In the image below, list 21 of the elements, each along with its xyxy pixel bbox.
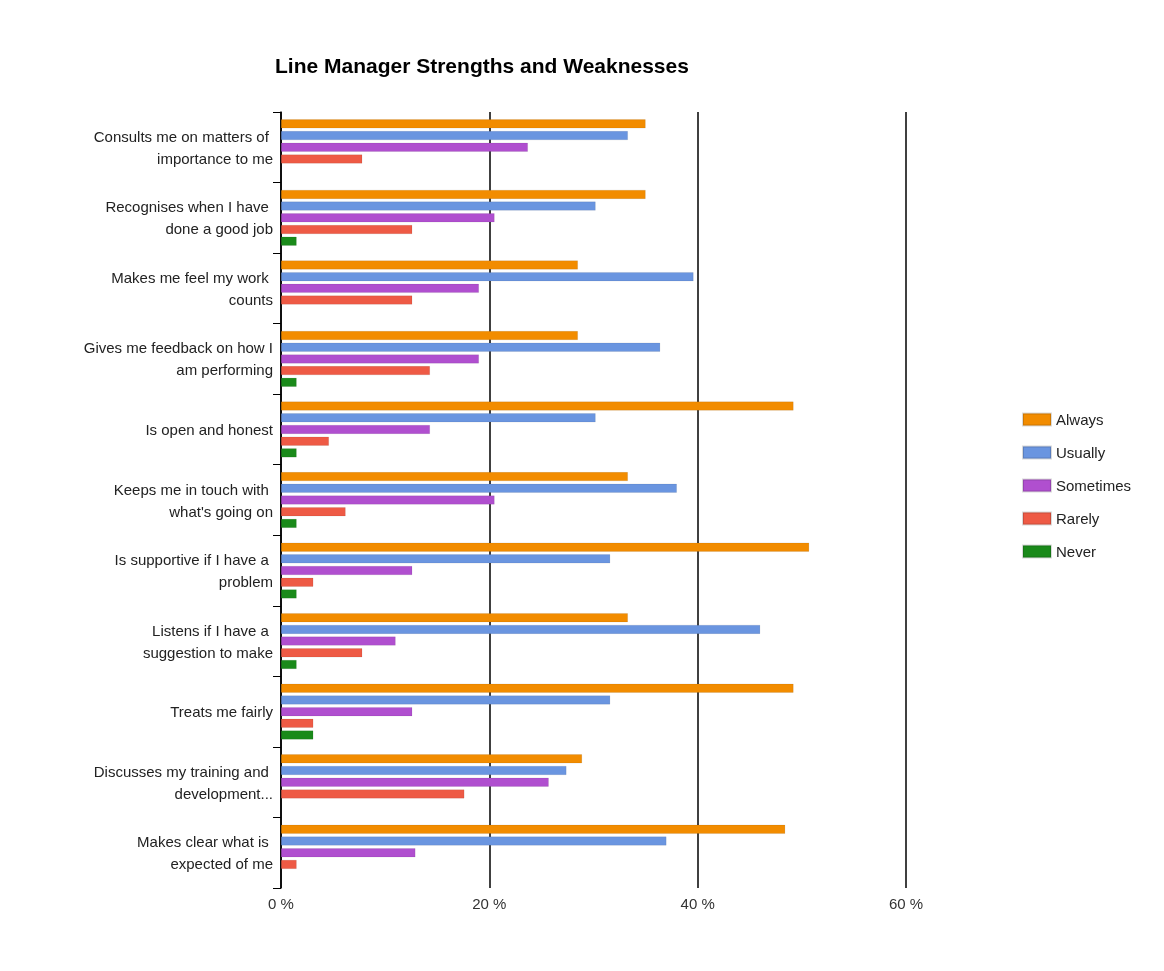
x-tick-label: 0 % <box>268 895 294 912</box>
legend-label: Always <box>1055 411 1104 428</box>
y-tick-label: Listens if I have a suggestion to make <box>142 621 273 661</box>
legend-label: Sometimes <box>1055 477 1132 494</box>
y-tick-label: Consults me on matters of importance to me <box>93 127 273 167</box>
y-tick-label: Makes me feel my work counts <box>111 268 273 308</box>
y-tick-label: Is supportive if I have a problem <box>114 551 273 591</box>
y-tick-label: Is open and honest <box>145 420 274 438</box>
y-tick-label: Gives me feedback on how I am performing <box>83 339 273 379</box>
y-tick-label: Keeps me in touch with what's going on <box>113 480 273 520</box>
y-tick-label: Discusses my training and development... <box>93 762 273 802</box>
y-tick-label: Makes clear what is expected of me <box>137 833 273 873</box>
x-tick-label: 20 % <box>472 895 507 912</box>
legend-label: Rarely <box>1055 510 1100 527</box>
chart-title: Line Manager Strengths and Weaknesses <box>275 54 689 77</box>
x-tick-label: 60 % <box>888 895 924 912</box>
y-tick-label: Treats me fairly <box>170 703 274 721</box>
legend-label: Never <box>1055 543 1096 560</box>
x-tick-label: 40 % <box>680 895 715 912</box>
y-tick-label: Recognises when I have done a good job <box>105 198 273 238</box>
legend-label: Usually <box>1055 444 1106 461</box>
